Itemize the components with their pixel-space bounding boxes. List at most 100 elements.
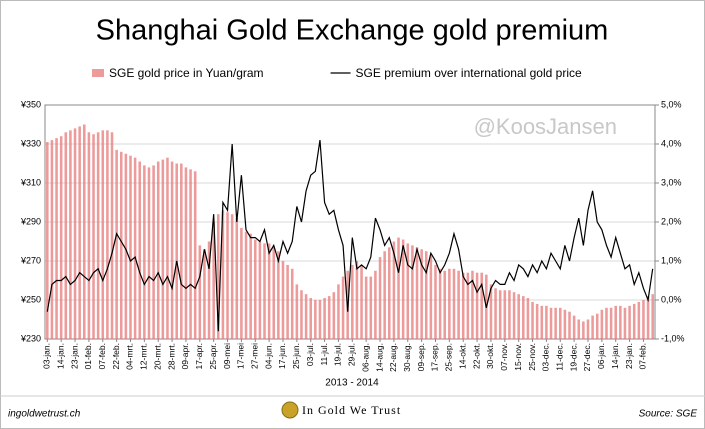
x-tick-label: 27-mei xyxy=(250,343,260,369)
bar xyxy=(193,171,197,339)
bar xyxy=(628,305,631,339)
x-tick-label: 11-dec. xyxy=(555,343,565,371)
y-tick-label: ¥310 xyxy=(20,177,41,187)
x-tick-label: 30-okt. xyxy=(485,343,495,369)
x-axis-label: 2013 - 2014 xyxy=(325,378,379,389)
bar xyxy=(221,210,225,339)
bar xyxy=(129,155,132,339)
bar xyxy=(295,284,299,339)
bar xyxy=(591,315,594,339)
bar xyxy=(397,237,400,339)
bar xyxy=(475,272,479,339)
legend-label: SGE premium over international gold pric… xyxy=(356,66,582,80)
bar xyxy=(133,157,137,339)
bar xyxy=(448,268,451,339)
x-tick-label: 11-jul. xyxy=(319,343,329,366)
x-tick-label: 03-jul. xyxy=(305,343,315,366)
bar xyxy=(152,165,155,339)
logo xyxy=(281,401,299,419)
bar xyxy=(512,292,516,339)
bar xyxy=(69,130,72,339)
x-tick-label: 28-mrt. xyxy=(166,343,176,370)
bar xyxy=(106,130,109,339)
bar xyxy=(554,307,557,339)
x-tick-label: 19-jul. xyxy=(333,343,343,366)
bar xyxy=(563,309,567,339)
x-tick-label: 07-feb. xyxy=(97,343,107,369)
x-tick-label: 07-feb. xyxy=(638,343,648,369)
bar xyxy=(364,276,368,339)
bar xyxy=(632,303,636,339)
bar xyxy=(540,305,544,339)
bar xyxy=(471,270,474,339)
bar xyxy=(110,132,114,339)
x-tick-label: 15-nov. xyxy=(513,343,523,371)
y-tick-label: ¥290 xyxy=(20,216,41,226)
y-tick-label: ¥350 xyxy=(20,99,41,109)
x-tick-label: 25-jun. xyxy=(291,343,301,369)
bar xyxy=(226,212,229,339)
bar xyxy=(568,311,571,339)
x-tick-label: 03-dec. xyxy=(541,343,551,371)
bar xyxy=(411,245,414,339)
plot-border xyxy=(44,104,656,340)
y2-tick-label: 0,0% xyxy=(661,294,682,304)
x-tick-label: 03-jan. xyxy=(42,343,52,369)
x-tick-label: 09-sep. xyxy=(416,343,426,371)
bar xyxy=(119,151,123,339)
bar xyxy=(50,140,54,339)
bar xyxy=(198,245,202,339)
x-tick-label: 25-apr. xyxy=(208,343,218,369)
bar xyxy=(480,272,483,339)
bar xyxy=(87,132,91,339)
chart-title: Shanghai Gold Exchange gold premium xyxy=(96,15,609,47)
x-tick-label: 22-aug. xyxy=(388,343,398,372)
x-tick-label: 23-jan. xyxy=(624,343,634,369)
y2-tick-label: -1,0% xyxy=(661,333,685,343)
x-tick-label: 22-okt. xyxy=(471,343,481,369)
bar xyxy=(272,247,276,339)
bar xyxy=(217,214,220,339)
bar xyxy=(572,315,576,339)
bar xyxy=(646,296,650,339)
bar xyxy=(452,268,456,339)
bar xyxy=(156,161,160,339)
x-tick-label: 09-apr. xyxy=(180,343,190,369)
y-tick-label: ¥230 xyxy=(20,333,41,343)
bar xyxy=(498,290,502,339)
bar xyxy=(415,247,419,339)
x-tick-label: 22-feb. xyxy=(111,343,121,369)
bar xyxy=(189,169,192,339)
bar xyxy=(212,222,215,339)
x-tick-label: 17-sep. xyxy=(430,343,440,371)
y2-tick-label: 2,0% xyxy=(661,216,682,226)
footer-left: ingoldwetrust.ch xyxy=(8,409,81,420)
x-tick-label: 07-nov. xyxy=(499,343,509,371)
bar xyxy=(332,292,336,339)
x-tick-label: 14-aug. xyxy=(374,343,384,372)
bar xyxy=(64,132,68,339)
bar xyxy=(438,268,442,339)
bar xyxy=(253,239,257,339)
bar xyxy=(161,159,165,339)
bar xyxy=(59,136,63,339)
bar xyxy=(73,128,77,339)
y-tick-label: ¥250 xyxy=(20,294,41,304)
bar xyxy=(526,298,530,339)
bar xyxy=(351,264,354,339)
x-tick-label: 19-dec. xyxy=(568,343,578,371)
bar xyxy=(457,270,460,339)
x-tick-label: 06-aug. xyxy=(360,343,370,372)
footer-center: In Gold We Trust xyxy=(302,403,401,417)
bar xyxy=(143,165,146,339)
bar xyxy=(429,255,433,339)
bar xyxy=(461,272,465,339)
bar xyxy=(508,290,511,339)
bar xyxy=(101,130,105,339)
bar xyxy=(637,301,641,339)
y-tick-label: ¥270 xyxy=(20,255,41,265)
y2-tick-label: 4,0% xyxy=(661,138,682,148)
bar xyxy=(83,124,86,339)
bar xyxy=(443,270,447,339)
legend-swatch xyxy=(92,69,104,77)
